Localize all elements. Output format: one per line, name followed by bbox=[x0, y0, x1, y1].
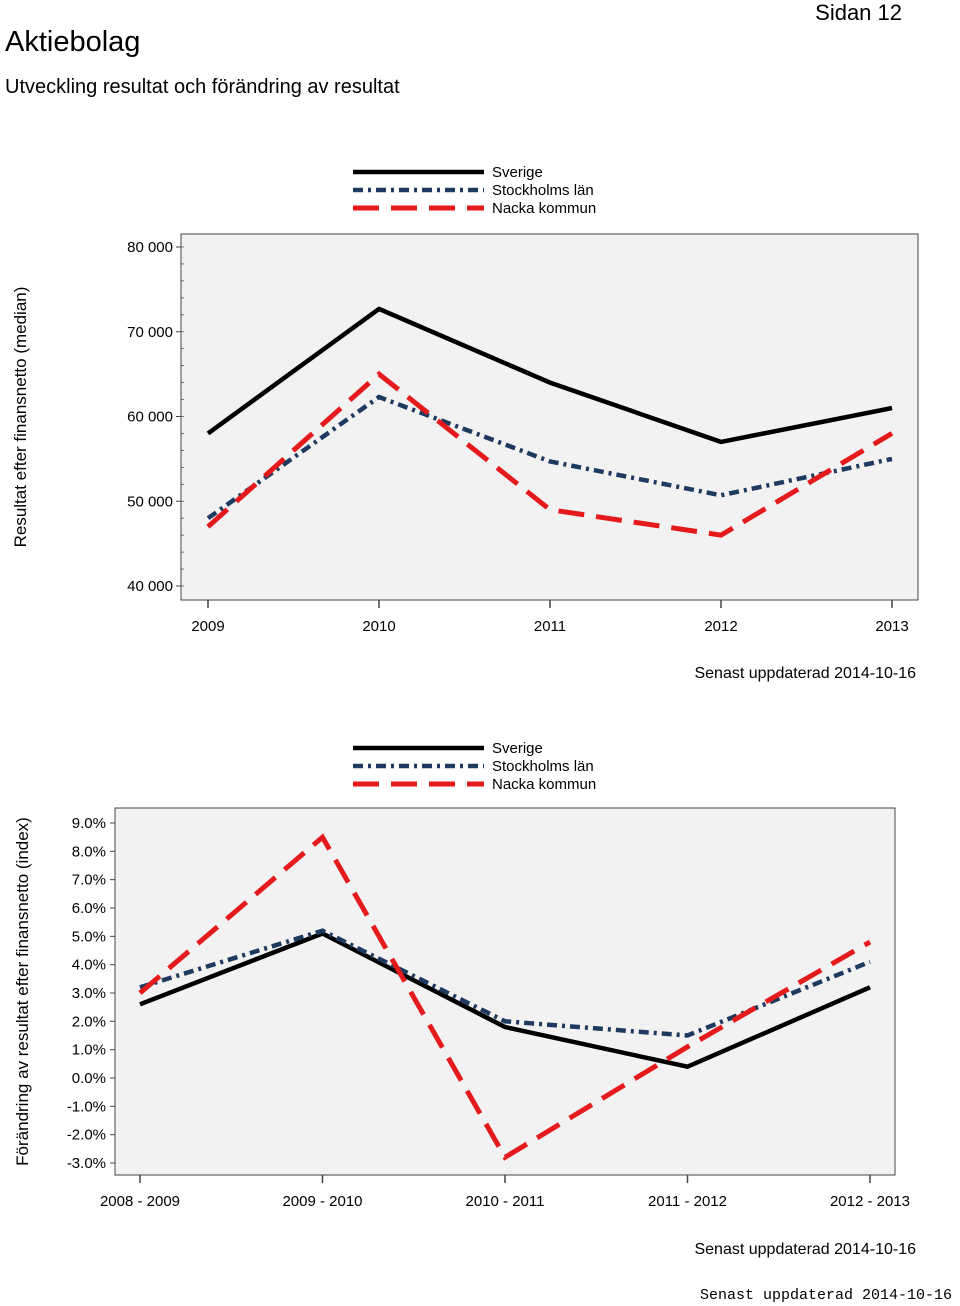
y-axis-title: Förändring av resultat efter finansnetto… bbox=[13, 817, 32, 1166]
x-tick-label: 2011 - 2012 bbox=[648, 1193, 727, 1210]
y-tick-label: 3.0% bbox=[72, 985, 106, 1002]
series-line-stockholms-l-n bbox=[206, 394, 893, 521]
plot-area bbox=[180, 233, 919, 601]
y-tick-label: 40 000 bbox=[127, 578, 173, 595]
page-number: Sidan 12 bbox=[815, 0, 902, 25]
series-line-sverige bbox=[139, 931, 871, 1070]
legend-label: Stockholms län bbox=[492, 758, 594, 775]
legend-label: Stockholms län bbox=[492, 182, 594, 199]
y-tick-label: 9.0% bbox=[72, 815, 106, 832]
series-line-nacka-kommun bbox=[206, 370, 894, 538]
y-tick-label: 70 000 bbox=[127, 324, 173, 341]
y-tick-label: 50 000 bbox=[127, 493, 173, 510]
y-axis-title: Resultat efter finansnetto (median) bbox=[11, 287, 30, 548]
y-tick-label: 8.0% bbox=[72, 843, 106, 860]
x-tick-label: 2013 bbox=[875, 618, 908, 635]
series-line-sverige bbox=[206, 306, 893, 445]
y-tick-label: 60 000 bbox=[127, 409, 173, 426]
y-tick-label: 80 000 bbox=[127, 239, 173, 256]
legend-label: Sverige bbox=[492, 164, 543, 181]
plot-area bbox=[114, 807, 896, 1176]
updated-note: Senast uppdaterad 2014-10-16 bbox=[694, 665, 916, 682]
x-tick-label: 2012 bbox=[704, 618, 737, 635]
footer-note: Senast uppdaterad 2014-10-16 bbox=[699, 1287, 952, 1304]
series-line-stockholms-l-n bbox=[139, 928, 871, 1038]
x-tick-label: 2010 - 2011 bbox=[466, 1193, 545, 1210]
y-tick-label: 4.0% bbox=[72, 957, 106, 974]
series-line-nacka-kommun bbox=[138, 833, 872, 1161]
x-tick-label: 2009 bbox=[191, 618, 224, 635]
legend-label: Sverige bbox=[492, 740, 543, 757]
y-tick-label: 2.0% bbox=[72, 1013, 106, 1030]
y-tick-label: -2.0% bbox=[67, 1127, 106, 1144]
y-tick-label: 0.0% bbox=[72, 1070, 106, 1087]
y-tick-label: 1.0% bbox=[72, 1042, 106, 1059]
y-tick-label: 7.0% bbox=[72, 872, 106, 889]
result-line-chart: 40 000 50 000 60 000 70 000 80 000 2009 2010 20… bbox=[11, 164, 919, 682]
y-tick-label: 5.0% bbox=[72, 928, 106, 945]
x-tick-label: 2008 - 2009 bbox=[100, 1193, 180, 1210]
x-tick-label: 2010 bbox=[362, 618, 395, 635]
y-tick-label: -1.0% bbox=[67, 1098, 106, 1115]
page-title: Aktiebolag bbox=[5, 26, 141, 58]
y-tick-label: -3.0% bbox=[67, 1155, 106, 1172]
page-subtitle: Utveckling resultat och förändring av re… bbox=[5, 76, 400, 98]
legend-label: Nacka kommun bbox=[492, 200, 596, 217]
updated-note: Senast uppdaterad 2014-10-16 bbox=[694, 1241, 916, 1258]
x-tick-label: 2009 - 2010 bbox=[282, 1193, 362, 1210]
x-tick-label: 2012 - 2013 bbox=[830, 1193, 910, 1210]
x-tick-label: 2011 bbox=[534, 618, 566, 635]
y-tick-label: 6.0% bbox=[72, 900, 106, 917]
legend-label: Nacka kommun bbox=[492, 776, 596, 793]
